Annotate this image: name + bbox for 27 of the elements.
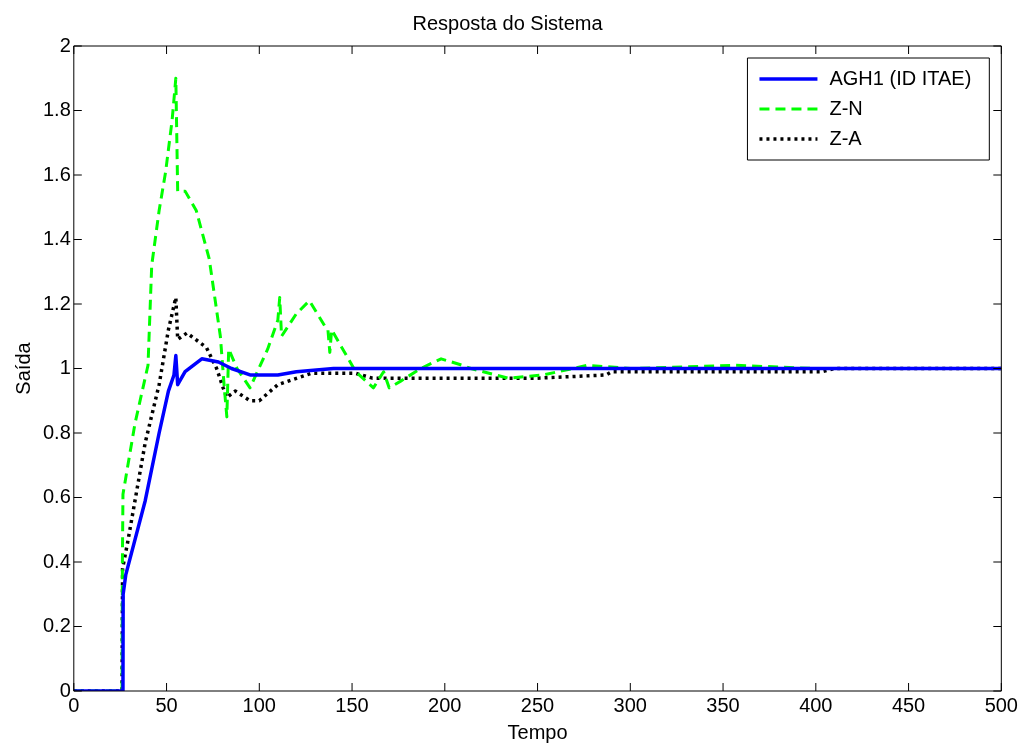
x-tick-label: 250 [520,693,555,716]
x-tick-label: 200 [428,693,462,716]
x-tick-label: 150 [335,693,369,716]
y-axis-title: Saída [11,341,34,395]
legend-label: Z-N [829,96,863,119]
legend-label: Z-A [829,126,863,149]
y-tick-label: 1.2 [42,291,71,314]
y-tick-label: 1.6 [42,162,71,185]
x-tick-label: 100 [242,693,276,716]
x-tick-label: 400 [799,693,833,716]
y-tick-label: 0.6 [42,485,71,508]
x-tick-label: 300 [613,693,647,716]
y-tick-label: 1.4 [42,227,71,250]
x-axis-title: Tempo [507,720,568,743]
y-tick-label: 2 [59,33,71,56]
legend-label: AGH1 (ID ITAE) [829,66,972,89]
y-tick-label: 0.8 [42,420,71,443]
y-tick-label: 0.2 [42,614,71,637]
chart-title: Resposta do Sistema [412,11,604,34]
x-tick-label: 450 [891,693,926,716]
x-tick-label: 500 [984,693,1018,716]
y-tick-label: 1.8 [42,98,71,121]
x-tick-label: 350 [706,693,740,716]
y-tick-label: 0 [59,678,71,701]
y-tick-label: 1 [59,356,71,379]
y-tick-label: 0.4 [42,549,71,572]
x-tick-label: 50 [155,693,178,716]
